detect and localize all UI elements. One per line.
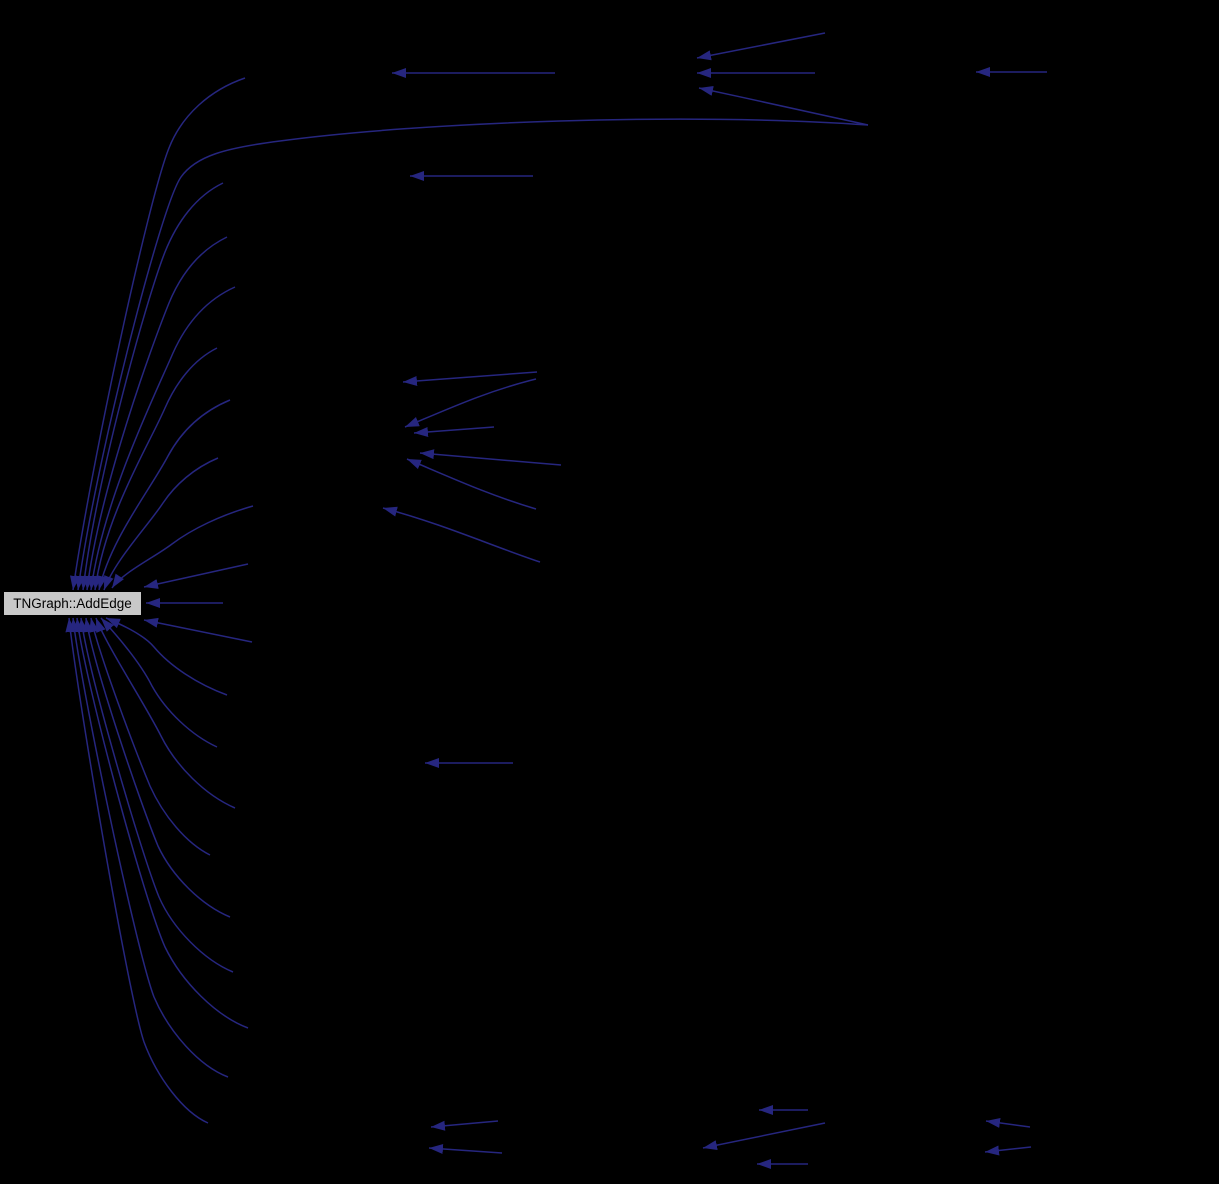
node-tngraph-addedge[interactable]: TNGraph::AddEdge (3, 591, 142, 616)
graph-edge (419, 449, 562, 466)
graph-edge (97, 399, 231, 591)
graph-edge (83, 617, 231, 918)
graph-edge (702, 1122, 826, 1151)
graph-edge (143, 617, 253, 643)
graph-edge (74, 118, 869, 591)
graph-edge (143, 563, 249, 589)
graph-edge (70, 77, 246, 591)
graph-edge (382, 506, 541, 563)
graph-edge (406, 458, 537, 510)
graph-edge (91, 347, 218, 591)
graph-edge (402, 371, 538, 386)
graph-edge (73, 617, 249, 1029)
graph-edge (77, 617, 234, 973)
graph-edge (696, 32, 826, 61)
graph-edge (698, 86, 869, 126)
edges-layer (65, 32, 1047, 1169)
graph-edge (79, 182, 224, 591)
graph-edge (65, 617, 209, 1124)
graph-edge (69, 617, 229, 1078)
graph-edge (111, 505, 254, 589)
node-label: TNGraph::AddEdge (13, 596, 132, 611)
graph-edge (103, 457, 219, 591)
graph-edge (105, 617, 228, 696)
graph-edge (87, 286, 236, 591)
graph-edge (984, 1145, 1032, 1156)
graph-edge (404, 378, 537, 428)
graph-edge (430, 1120, 499, 1131)
graph-edge (83, 236, 228, 591)
graph-edge (985, 1117, 1031, 1128)
graph-edge (100, 617, 218, 748)
graph-edge (95, 617, 236, 809)
graph-edge (89, 617, 211, 856)
graph-edge (428, 1143, 503, 1154)
graph-edge (413, 426, 495, 437)
